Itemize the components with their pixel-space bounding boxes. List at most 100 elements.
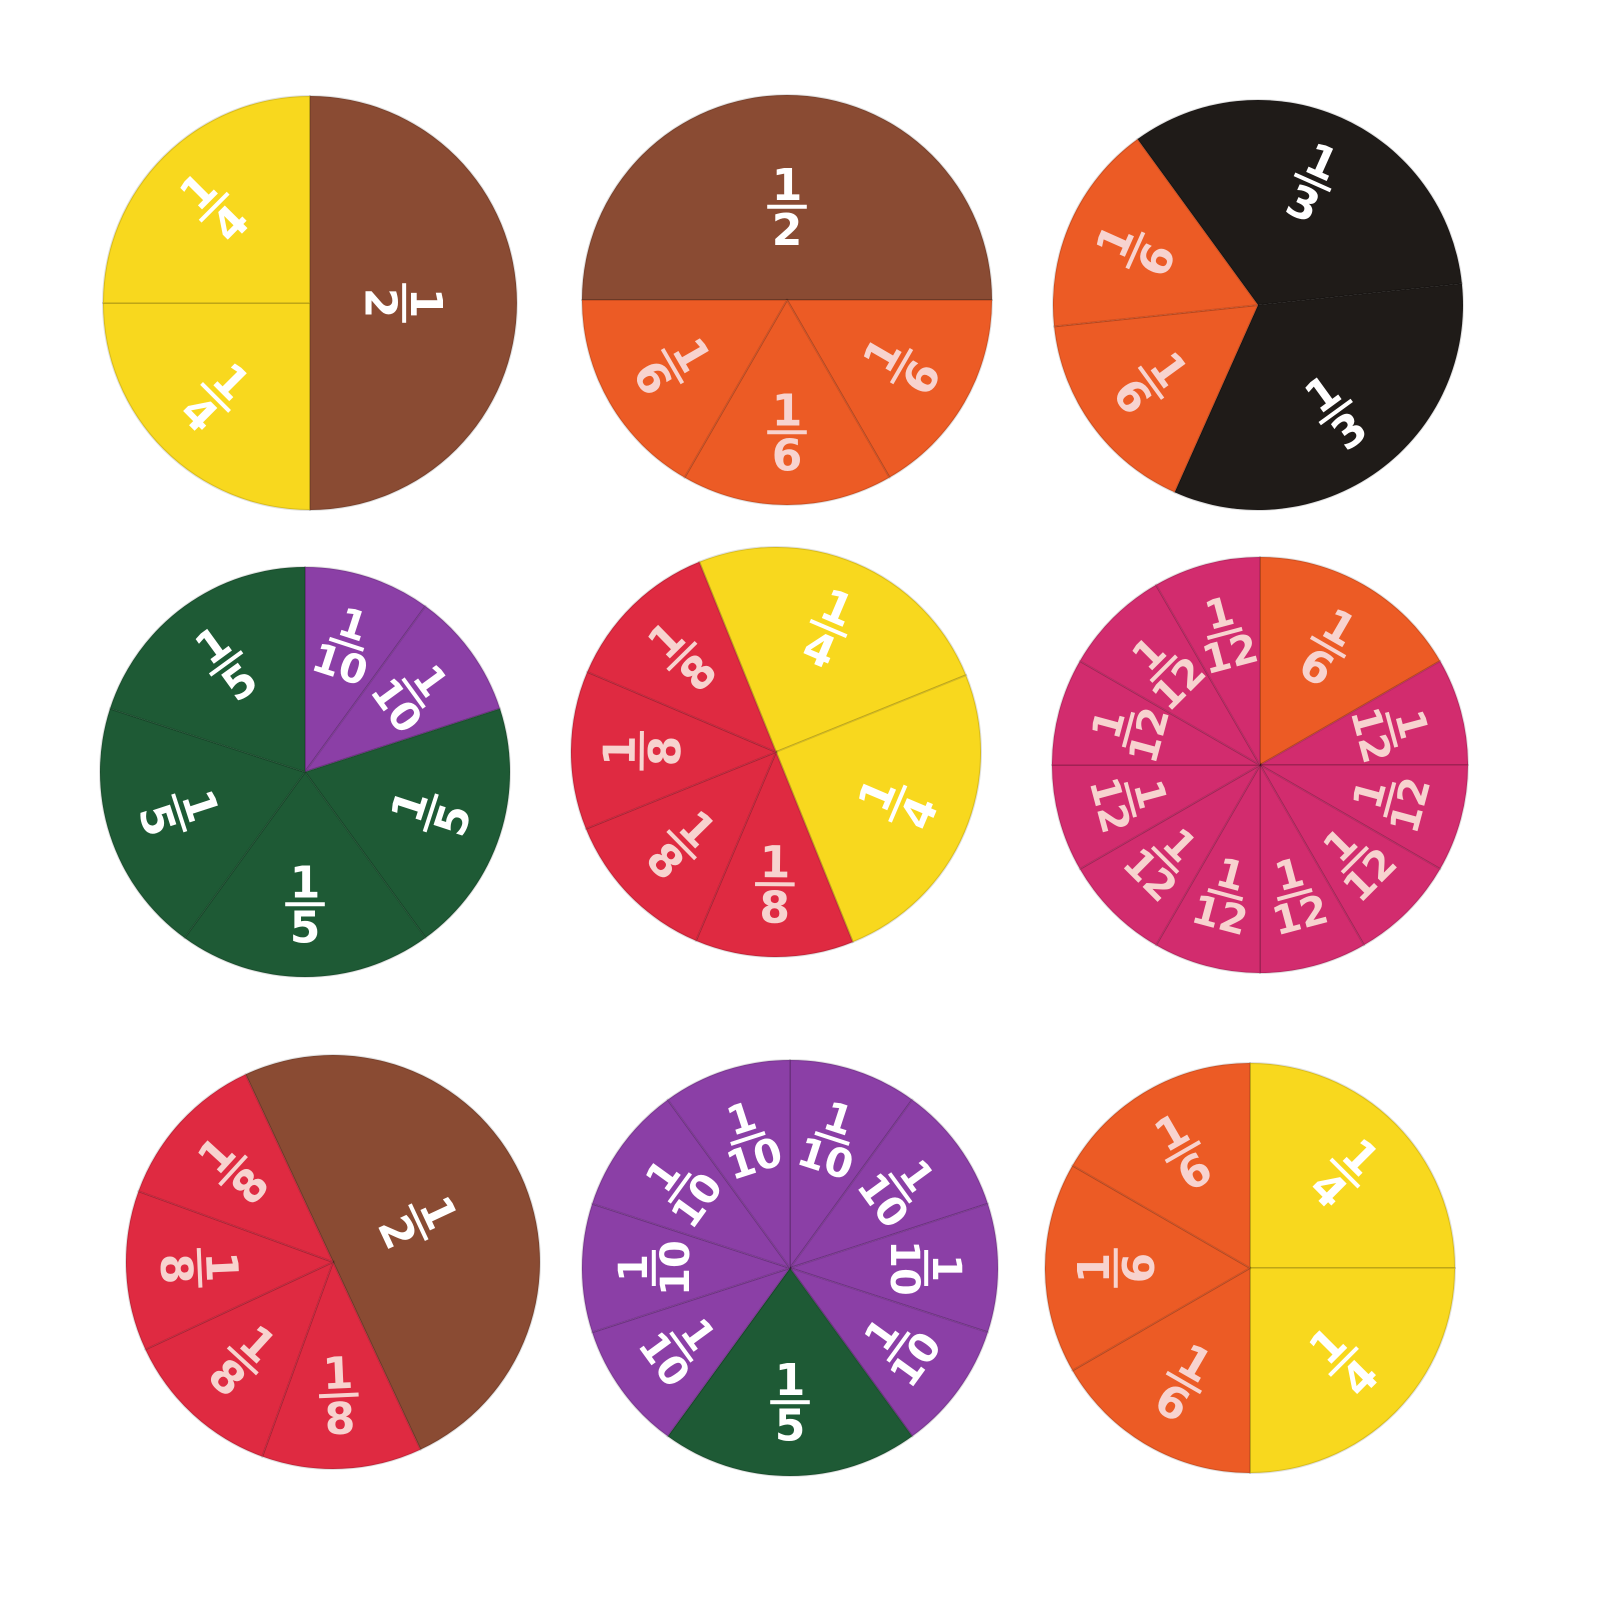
fraction-piece-1-12 (1050, 659, 1264, 766)
fraction-bar (814, 1131, 850, 1146)
fraction-piece-1-12 (1078, 583, 1263, 768)
fraction-bar (401, 677, 426, 709)
fraction-bar (1164, 1140, 1202, 1164)
fraction-piece-1-2 (309, 94, 518, 512)
fraction-piece-1-12 (1256, 659, 1470, 766)
fraction-piece-1-10 (666, 1058, 791, 1272)
fraction-bar (1293, 172, 1332, 193)
fraction-piece-1-8 (125, 1189, 336, 1351)
fraction-label: 12 (355, 283, 451, 323)
fraction-bar (1309, 635, 1347, 659)
fraction-bar (171, 793, 188, 833)
fraction-piece-1-4 (1249, 1267, 1457, 1475)
fraction-denominator: 6 (1114, 1253, 1165, 1284)
fraction-bar (1137, 365, 1165, 400)
fraction-numerator: 1 (321, 1348, 354, 1400)
fraction-label: 110 (611, 1240, 699, 1296)
fraction-bar (1276, 888, 1313, 902)
fraction-denominator: 10 (653, 1240, 699, 1296)
fraction-piece-1-10 (787, 1098, 990, 1270)
fraction-numerator: 1 (772, 385, 803, 436)
fraction-bar (1207, 888, 1244, 902)
fraction-label: 12 (767, 160, 807, 256)
fraction-bar (1149, 654, 1178, 683)
fraction-denominator: 5 (775, 1401, 806, 1452)
fraction-piece-1-10 (786, 1202, 999, 1334)
fraction-bar (1113, 1248, 1118, 1288)
fraction-piece-1-6 (683, 298, 891, 506)
fraction-piece-1-6 (1071, 1061, 1251, 1270)
fraction-label: 15 (770, 1355, 810, 1452)
fraction-bar (1125, 231, 1146, 270)
fraction-piece-1-6 (1043, 1164, 1253, 1372)
fraction-bar (1383, 781, 1397, 818)
fraction-bar (318, 1392, 359, 1399)
fraction-denominator: 6 (772, 431, 803, 482)
fraction-bar (666, 829, 697, 861)
fraction-bar (1384, 711, 1399, 748)
fraction-bar (809, 618, 848, 638)
fraction-bar (886, 1331, 911, 1363)
fraction-piece-1-6 (1053, 303, 1260, 494)
fraction-bar (889, 347, 914, 385)
fraction-piece-1-2 (580, 94, 994, 301)
fraction-piece-1-6 (580, 299, 789, 479)
fraction-label: 18 (595, 731, 691, 771)
fraction-bar (226, 1345, 259, 1376)
fraction-piece-1-12 (1154, 761, 1261, 975)
fraction-bar (1329, 1157, 1361, 1189)
fraction-piece-1-4 (1249, 1061, 1457, 1269)
fraction-denominator: 8 (759, 883, 790, 934)
fraction-bar (888, 784, 908, 823)
fraction-numerator: 1 (400, 288, 451, 319)
fraction-bar (1340, 845, 1370, 875)
fraction-piece-1-5 (303, 707, 511, 940)
fraction-bar (208, 650, 244, 677)
fraction-denominator: 8 (640, 736, 691, 767)
fraction-bar (200, 382, 231, 413)
fraction-piece-1-8 (694, 749, 855, 958)
fraction-piece-1-5 (99, 707, 307, 940)
fraction-bar (651, 1250, 656, 1286)
fraction-bar (767, 204, 807, 209)
fraction-piece-1-10 (787, 1266, 990, 1438)
fraction-bar (422, 793, 439, 833)
fraction-bar (1121, 711, 1136, 748)
fraction-label: 16 (1069, 1248, 1165, 1288)
fraction-piece-1-12 (1050, 764, 1264, 871)
fraction-label: 18 (150, 1247, 247, 1288)
fraction-bar (755, 882, 795, 887)
fraction-piece-1-10 (789, 1058, 914, 1272)
fraction-label: 15 (285, 857, 325, 954)
fraction-label: 110 (792, 1093, 859, 1190)
fraction-piece-1-10 (304, 565, 427, 776)
fraction-bar (1123, 781, 1137, 818)
fraction-piece-1-8 (570, 670, 779, 831)
fraction-piece-1-10 (302, 604, 502, 774)
fraction-bar (285, 902, 325, 907)
fraction-piece-1-6 (1259, 555, 1442, 767)
fraction-label: 18 (318, 1348, 359, 1445)
fraction-bar (770, 1400, 810, 1405)
fraction-piece-1-4 (101, 94, 311, 304)
fraction-bar (887, 1172, 913, 1204)
fraction-denominator: 8 (323, 1393, 356, 1445)
fraction-piece-1-10 (590, 1266, 793, 1438)
fraction-bar (924, 1250, 929, 1286)
fraction-bar (408, 1203, 429, 1242)
fraction-label: 16 (767, 385, 807, 482)
fraction-bar (730, 1131, 766, 1146)
fraction-denominator: 2 (772, 205, 803, 256)
fraction-bar (667, 1172, 693, 1204)
fraction-denominator: 10 (881, 1240, 927, 1296)
fraction-piece-1-10 (581, 1202, 794, 1334)
fraction-piece-1-3 (1136, 99, 1463, 307)
fraction-piece-1-8 (260, 1259, 422, 1470)
fraction-numerator: 1 (1069, 1253, 1120, 1284)
fraction-bar (660, 347, 685, 385)
